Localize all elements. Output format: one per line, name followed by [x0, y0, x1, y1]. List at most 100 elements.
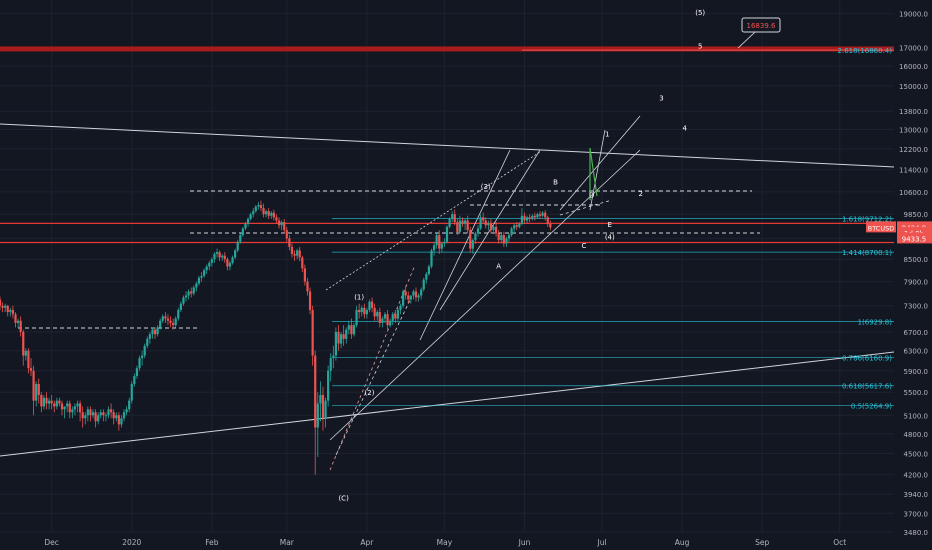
candle-body: [474, 233, 477, 241]
long-resistance-trendline: [0, 123, 895, 168]
red-resistance-band: [0, 46, 894, 52]
candle-body: [360, 307, 363, 313]
y-tick-label: 4500.0: [904, 450, 929, 458]
candle-body: [47, 400, 51, 404]
wedge-line: [589, 129, 606, 211]
candle-body: [169, 320, 172, 323]
dashed-diagonal: [335, 299, 411, 456]
candle-body: [394, 314, 397, 319]
y-tick-label: 3480.0: [904, 529, 929, 537]
candle-body: [71, 409, 74, 413]
candle-body: [303, 268, 306, 282]
candle-body: [84, 415, 87, 419]
x-tick-label: Apr: [360, 538, 374, 547]
candle-body: [308, 291, 312, 310]
candle-body: [311, 309, 314, 356]
wave-label: 5: [698, 42, 702, 50]
fib-level-label: 2.618(16860.4): [838, 47, 893, 55]
candle-body: [89, 409, 92, 416]
fib-level-label: 1(6929.8): [858, 319, 893, 327]
candle-body: [177, 309, 180, 319]
candle-body: [546, 217, 549, 224]
candle-body: [425, 273, 428, 280]
candle-body: [107, 409, 110, 416]
candle-body: [205, 266, 208, 271]
candle-body: [293, 253, 296, 256]
candle-body: [510, 228, 513, 236]
candle-body: [518, 223, 521, 227]
wave-labels: (5) 5 3 1 4 (3) B D 2 E (4) C A (1) (2) (C): [338, 9, 705, 502]
fib-level-label: 0.618(5617.6): [842, 383, 892, 391]
candle-body: [283, 222, 286, 231]
candle-body: [321, 394, 325, 419]
candle-body: [234, 250, 237, 258]
candle-body: [257, 205, 260, 207]
y-tick-label: 17000.0: [899, 45, 928, 53]
candle-body: [262, 208, 265, 215]
candle-body: [443, 241, 446, 244]
y-tick-label: 19000.0: [899, 11, 928, 19]
candle-body: [254, 206, 257, 212]
grid-lines: [0, 0, 894, 533]
fib-level-label: 1.618(9712.2): [842, 216, 892, 224]
candle-body: [513, 225, 516, 229]
candle-body: [370, 301, 374, 308]
candle-body: [32, 370, 35, 401]
time-axis[interactable]: Dec 2020 Feb Mar Apr May Jun Jul Aug Sep Oct: [44, 538, 846, 547]
candle-body: [192, 287, 195, 294]
y-tick-label: 3940.0: [904, 491, 929, 499]
candle-body: [244, 223, 247, 229]
candle-body: [76, 403, 79, 407]
candle-body: [81, 412, 84, 419]
candle-body: [401, 291, 405, 306]
candle-body: [471, 240, 474, 249]
candle-body: [329, 358, 332, 371]
x-tick-label: May: [437, 538, 453, 547]
candle-body: [399, 305, 402, 310]
symbol-badge-label: BTCUSD: [868, 224, 894, 232]
candle-body: [0, 299, 2, 306]
candle-body: [438, 235, 441, 249]
candle-body: [153, 329, 157, 335]
candle-body: [120, 418, 123, 425]
candle-body: [500, 235, 503, 241]
candle-body: [249, 214, 252, 219]
impulse-channel-line: [419, 149, 511, 341]
candle-body: [53, 403, 56, 407]
candle-body: [365, 309, 369, 315]
candle-body: [427, 266, 431, 274]
x-tick-label: Dec: [44, 538, 59, 547]
candle-body: [241, 228, 244, 236]
wave-label: 4: [682, 125, 687, 133]
candle-body: [412, 291, 415, 296]
y-tick-label: 6700.0: [904, 329, 929, 337]
x-tick-label: 2020: [122, 538, 141, 547]
candle-body: [259, 205, 263, 209]
candle-body: [9, 309, 12, 313]
y-tick-label: 3700.0: [904, 510, 929, 518]
candle-body: [327, 370, 330, 401]
candle-body: [288, 238, 291, 247]
candle-body: [469, 230, 472, 249]
candle-body: [104, 415, 108, 417]
candle-body: [461, 220, 464, 224]
candle-body: [404, 291, 407, 296]
channel-line-upper: [325, 151, 541, 291]
candle-body: [541, 212, 544, 216]
candle-body: [78, 403, 82, 413]
candle-body: [223, 255, 226, 260]
candle-body: [383, 314, 387, 319]
candle-body: [376, 312, 379, 317]
candle-body: [453, 214, 456, 223]
candle-body: [533, 215, 536, 218]
price-axis[interactable]: 19000.0 17000.0 16000.0 15000.0 13800.0 13000…: [899, 11, 928, 537]
wave-label: B: [553, 179, 558, 187]
candle-body: [143, 345, 146, 356]
candle-body: [270, 212, 273, 216]
candle-body: [515, 225, 518, 227]
wave-label: 1: [605, 131, 609, 139]
candle-body: [265, 211, 268, 215]
candle-body: [528, 217, 531, 219]
fib-level-label: 0.5(5264.9): [851, 403, 892, 411]
